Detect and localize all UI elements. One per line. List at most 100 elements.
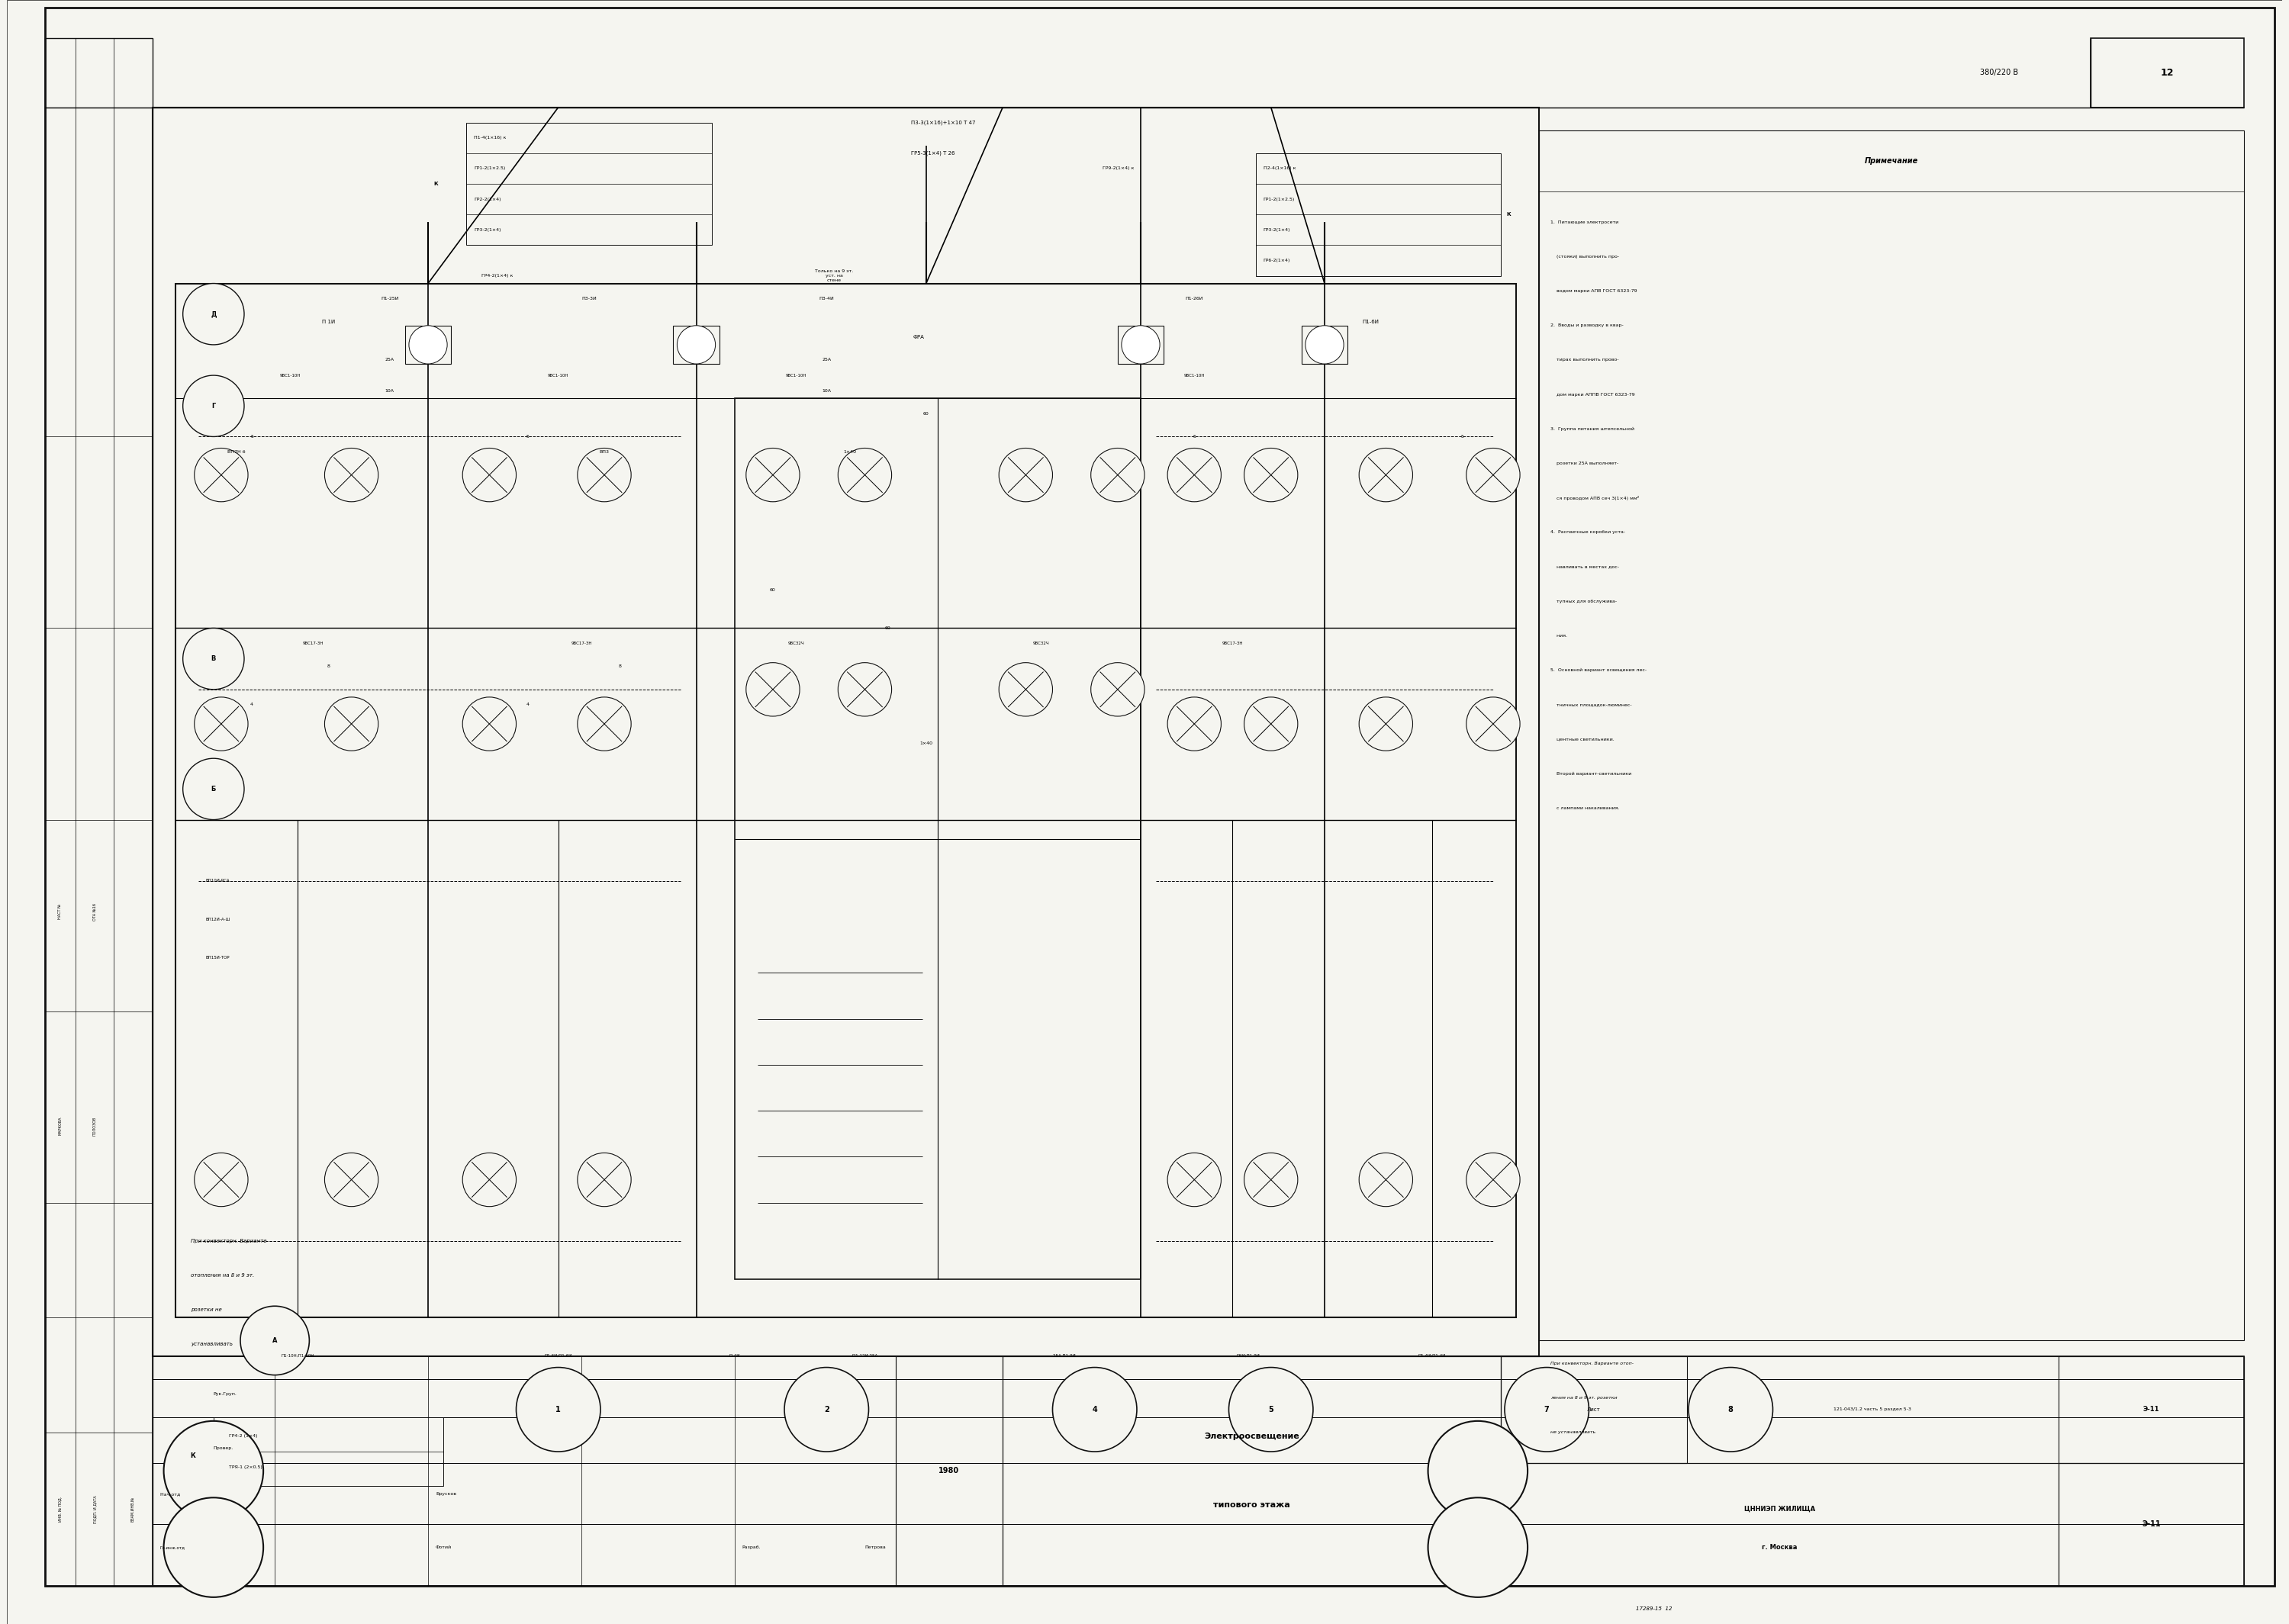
Text: П4И;П1-9И: П4И;П1-9И (1236, 1354, 1259, 1358)
Text: Электроосвещение: Электроосвещение (1204, 1432, 1300, 1440)
Circle shape (678, 325, 716, 364)
Text: П1-4И;П1-4И: П1-4И;П1-4И (1417, 1354, 1447, 1358)
Circle shape (195, 697, 247, 750)
Text: ОТА №16: ОТА №16 (94, 903, 96, 921)
Text: 12: 12 (2161, 68, 2175, 78)
Bar (1117, 325, 1163, 364)
Text: ПОДП. И ДАТА: ПОДП. И ДАТА (94, 1496, 96, 1523)
Text: 9ВС32Ч: 9ВС32Ч (787, 641, 803, 645)
Circle shape (517, 1367, 600, 1452)
Bar (735, 398, 1140, 1280)
Text: П1-25И: П1-25И (380, 297, 398, 300)
Circle shape (325, 1153, 378, 1207)
Text: Д: Д (211, 310, 217, 318)
Text: 3.  Группа питания штепсельной: 3. Группа питания штепсельной (1550, 427, 1634, 430)
Text: 8: 8 (1728, 1406, 1733, 1413)
Text: 9ВС17-3Н: 9ВС17-3Н (570, 641, 593, 645)
Text: 9ВС1-10Н: 9ВС1-10Н (785, 374, 806, 377)
Bar (1257, 153, 1502, 276)
Circle shape (195, 448, 247, 502)
Circle shape (165, 1497, 263, 1596)
Text: ВП12И-А-Ш: ВП12И-А-Ш (206, 918, 231, 921)
Circle shape (1467, 448, 1520, 502)
Text: розетки не: розетки не (190, 1307, 222, 1312)
Text: К: К (1506, 213, 1511, 216)
Text: 17289-15  12: 17289-15 12 (1637, 1606, 1673, 1611)
Bar (153, 107, 1538, 1356)
Circle shape (577, 448, 632, 502)
Text: г. Москва: г. Москва (1763, 1544, 1797, 1551)
Text: 25А: 25А (385, 359, 394, 362)
Text: ГР5-3(1×4) Т 26: ГР5-3(1×4) Т 26 (911, 151, 955, 156)
Text: Примечание: Примечание (1866, 158, 1918, 164)
Text: 9ВС1-10Н: 9ВС1-10Н (279, 374, 300, 377)
Text: 121-043/1.2 часть 5 раздел 5-3: 121-043/1.2 часть 5 раздел 5-3 (1833, 1408, 1911, 1411)
Text: 5: 5 (1460, 435, 1465, 438)
Text: Гл.инж.отд: Гл.инж.отд (160, 1546, 185, 1549)
Text: Г: Г (211, 403, 215, 409)
Circle shape (1467, 1153, 1520, 1207)
Bar (1538, 130, 2243, 1340)
Circle shape (1360, 697, 1412, 750)
Text: 5: 5 (1268, 1406, 1273, 1413)
Text: 60: 60 (769, 588, 776, 591)
Text: А: А (272, 1337, 277, 1345)
Bar (895, 1356, 1003, 1585)
Text: П1-10Н;П1-10Н: П1-10Н;П1-10Н (282, 1354, 314, 1358)
Text: П1-4(1×16) к: П1-4(1×16) к (474, 136, 506, 140)
Bar (1502, 1463, 2058, 1585)
Text: Лист: Лист (1586, 1408, 1600, 1411)
Text: П 4И: П 4И (730, 1354, 739, 1358)
Bar (673, 325, 719, 364)
Text: 9ВС1-10Н: 9ВС1-10Н (1183, 374, 1204, 377)
Circle shape (1245, 697, 1298, 750)
Circle shape (1360, 1153, 1412, 1207)
Text: ся проводом АПВ сеч 3(1×4) мм²: ся проводом АПВ сеч 3(1×4) мм² (1550, 495, 1639, 500)
Circle shape (1428, 1497, 1527, 1596)
Circle shape (1245, 1153, 1298, 1207)
Bar (2090, 39, 2243, 107)
Circle shape (1053, 1367, 1138, 1452)
Text: П1-6И: П1-6И (1362, 320, 1378, 325)
Text: отопления на 8 и 9 эт.: отопления на 8 и 9 эт. (190, 1273, 254, 1278)
Text: Рук.Груп.: Рук.Груп. (213, 1392, 238, 1397)
Circle shape (1305, 325, 1344, 364)
Text: 9ВС17-3Н: 9ВС17-3Н (1222, 641, 1243, 645)
Text: типового этажа: типового этажа (1213, 1502, 1291, 1509)
Circle shape (410, 325, 446, 364)
Circle shape (577, 697, 632, 750)
Text: 7: 7 (1545, 1406, 1550, 1413)
Text: 8: 8 (618, 664, 620, 669)
Text: Только на 9 эт.
уст. на
стене: Только на 9 эт. уст. на стене (815, 270, 854, 283)
Circle shape (998, 663, 1053, 716)
Text: П1-26И: П1-26И (1186, 297, 1204, 300)
Bar (467, 122, 712, 245)
Text: 4: 4 (526, 703, 529, 706)
Text: 10А: 10А (385, 388, 394, 393)
Text: П3-3И: П3-3И (581, 297, 597, 300)
Text: ЦННИЭП ЖИЛИЩА: ЦННИЭП ЖИЛИЩА (1744, 1505, 1815, 1512)
Text: ГР4-2(1×4) к: ГР4-2(1×4) к (481, 274, 513, 278)
Circle shape (577, 1153, 632, 1207)
Text: При конвекторн. Варианте отоп-: При конвекторн. Варианте отоп- (1550, 1361, 1634, 1366)
Text: ВП15И-ТОР: ВП15И-ТОР (206, 955, 229, 960)
Text: В: В (211, 656, 215, 663)
Text: ГР3-2(1×4): ГР3-2(1×4) (1264, 227, 1291, 232)
Text: Второй вариант-светильники: Второй вариант-светильники (1550, 771, 1632, 776)
Text: 8: 8 (327, 664, 330, 669)
Text: Брусков: Брусков (435, 1492, 456, 1496)
Circle shape (165, 1421, 263, 1520)
Text: 5: 5 (250, 435, 254, 438)
Text: ГР2-2(1×4): ГР2-2(1×4) (474, 197, 501, 201)
Circle shape (1167, 448, 1220, 502)
Text: 2: 2 (824, 1406, 829, 1413)
Text: Провер.: Провер. (213, 1445, 233, 1450)
Text: ГР1-2(1×2.5): ГР1-2(1×2.5) (1264, 197, 1296, 201)
Text: К: К (190, 1452, 195, 1458)
Text: не устанавливать: не устанавливать (1550, 1431, 1595, 1434)
Circle shape (195, 1153, 247, 1207)
Text: дом марки АППВ ГОСТ 6323-79: дом марки АППВ ГОСТ 6323-79 (1550, 393, 1634, 396)
Text: с лампами накаливания.: с лампами накаливания. (1550, 806, 1621, 810)
Text: центные светильники.: центные светильники. (1550, 737, 1614, 741)
Circle shape (183, 284, 245, 344)
